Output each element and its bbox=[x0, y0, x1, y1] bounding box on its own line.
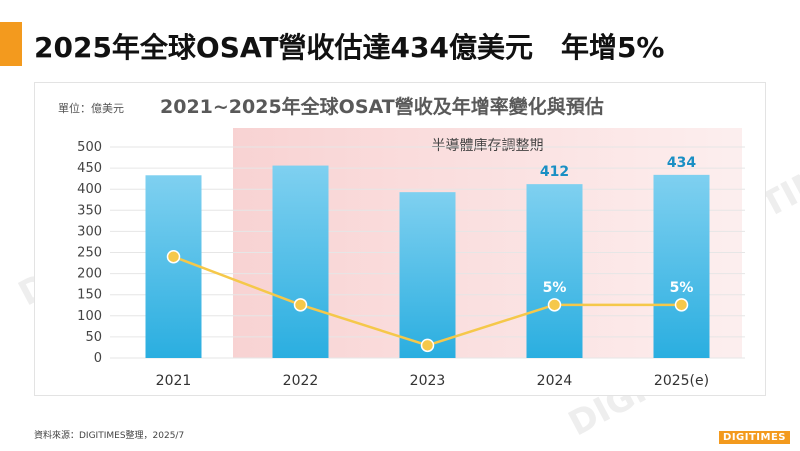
x-tick-label: 2024 bbox=[537, 373, 573, 389]
bar-data-label: 412 bbox=[540, 164, 569, 180]
growth-point bbox=[547, 298, 562, 312]
growth-point bbox=[293, 298, 308, 312]
bar-data-label: 434 bbox=[667, 155, 696, 171]
line-data-label: 5% bbox=[543, 280, 567, 296]
region-label: 半導體庫存調整期 bbox=[432, 137, 544, 154]
growth-point bbox=[420, 338, 435, 353]
bar bbox=[399, 192, 456, 358]
chart-title: 2021~2025年全球OSAT營收及年增率變化與預估 bbox=[160, 96, 604, 118]
x-tick-label: 2025(e) bbox=[654, 373, 709, 389]
bar bbox=[653, 174, 710, 358]
bar bbox=[526, 184, 583, 358]
digitimes-logo: DIGITIMES bbox=[719, 431, 790, 444]
x-tick-label: 2023 bbox=[410, 373, 446, 389]
y-tick-label: 300 bbox=[77, 224, 102, 239]
y-tick-label: 250 bbox=[77, 246, 102, 261]
unit-label: 單位：億美元 bbox=[58, 102, 124, 115]
y-tick-label: 100 bbox=[77, 309, 102, 324]
growth-point bbox=[166, 249, 181, 264]
title-accent-bar bbox=[0, 22, 22, 66]
y-tick-label: 400 bbox=[77, 182, 102, 197]
x-tick-label: 2021 bbox=[156, 373, 192, 389]
y-tick-label: 0 bbox=[94, 351, 102, 366]
line-data-label: 5% bbox=[670, 280, 694, 296]
x-tick-label: 2022 bbox=[283, 373, 319, 389]
growth-point bbox=[674, 298, 689, 312]
y-tick-label: 450 bbox=[77, 161, 102, 176]
y-tick-label: 50 bbox=[85, 330, 102, 345]
bar bbox=[272, 165, 329, 358]
y-tick-label: 500 bbox=[77, 140, 102, 155]
y-tick-label: 150 bbox=[77, 288, 102, 303]
y-tick-label: 350 bbox=[77, 203, 102, 218]
source-note: 資料來源：DIGITIMES整理，2025/7 bbox=[34, 431, 185, 441]
bar bbox=[145, 175, 202, 358]
y-tick-label: 200 bbox=[77, 267, 102, 282]
slide-title: 2025年全球OSAT營收估達434億美元 年增5% bbox=[34, 31, 665, 64]
